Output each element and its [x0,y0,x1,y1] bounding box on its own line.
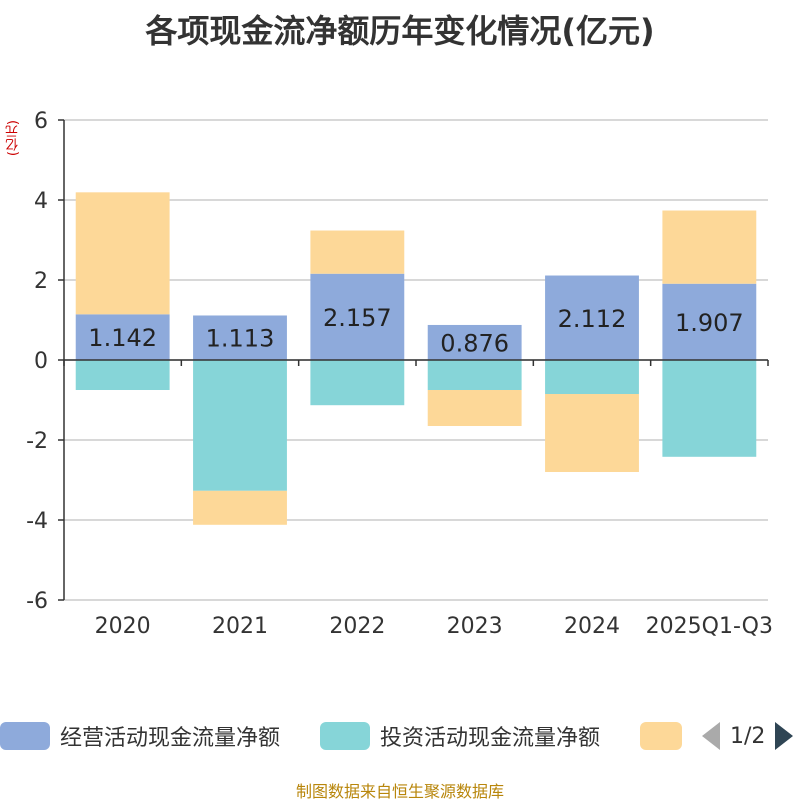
bar-segment-series-0 [545,275,639,360]
legend-page-indicator: 1/2 [730,723,766,749]
legend-swatch-operating [0,722,50,750]
bar-segment-series-2 [545,394,639,472]
y-tick-label: -6 [26,589,48,614]
data-label: 2.112 [558,305,627,333]
chart-title: 各项现金流净额历年变化情况(亿元) [145,12,655,50]
x-tick-label: 2020 [95,614,151,639]
x-tick-label: 2021 [212,614,268,639]
data-label: 0.876 [440,329,509,357]
y-tick-label: 4 [34,189,48,214]
bar-segment-series-0 [427,324,522,360]
bar-segment-series-1 [427,360,522,390]
legend-swatch-financing [640,722,682,750]
bar-segment-series-1 [545,360,639,394]
x-tick-label: 2023 [447,614,503,639]
legend-prev-page-icon[interactable] [702,722,720,750]
legend-item-investing[interactable]: 投资活动现金流量净额 [320,716,600,756]
legend-label-operating: 经营活动现金流量净额 [60,726,281,751]
bar-segment-series-0 [75,314,170,360]
legend-pager: 1/2 [702,716,794,756]
legend-label-investing: 投资活动现金流量净额 [380,726,601,751]
bar-segment-series-2 [427,390,522,426]
data-source-note: 制图数据来自恒生聚源数据库 [295,782,504,801]
bar-segment-series-2 [310,230,405,274]
bar-segment-series-1 [662,360,757,457]
bar-segment-series-2 [662,210,757,284]
bar-chart: 6 4 2 0 -2 -4 -6 1.142 2020 1.113 2021 2.157 2022 0.8… [26,109,773,639]
data-label: 2.157 [323,304,392,332]
legend-item-operating[interactable]: 经营活动现金流量净额 [0,716,280,756]
data-label: 1.113 [206,325,275,353]
bar-segment-series-0 [310,273,405,360]
legend: 经营活动现金流量净额 投资活动现金流量净额 1/2 [0,716,800,756]
legend-item-financing[interactable] [640,716,692,756]
x-tick-label: 2024 [564,614,620,639]
bar-segment-series-1 [75,360,170,390]
x-tick-label: 2022 [329,614,385,639]
bar-segment-series-1 [310,360,405,406]
y-tick-label: 2 [34,269,48,294]
bar-segment-series-2 [75,192,170,315]
y-tick-label: 6 [34,109,48,134]
data-label: 1.907 [675,309,744,337]
legend-swatch-investing [320,722,370,750]
legend-next-page-icon[interactable] [775,722,794,750]
bar-segment-series-0 [193,315,287,360]
bar-segment-series-2 [193,490,287,525]
y-tick-label: -4 [26,509,48,534]
x-tick-label: 2025Q1-Q3 [646,614,773,639]
bar-segment-series-0 [662,283,757,360]
data-label: 1.142 [88,324,157,352]
y-tick-label: 0 [34,349,48,374]
y-tick-label: -2 [26,429,48,454]
bar-segment-series-1 [193,360,287,491]
